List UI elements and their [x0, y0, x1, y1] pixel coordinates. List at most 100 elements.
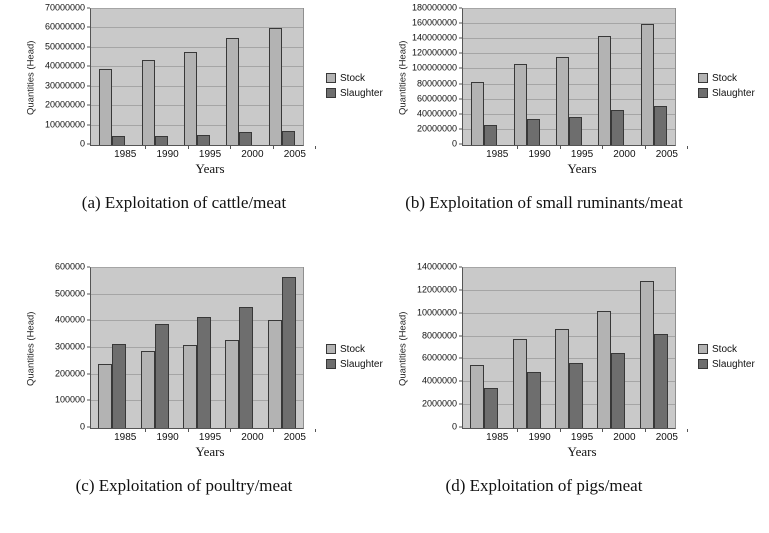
bar-group-1995 [176, 268, 218, 428]
x-axis-labels: 1985 1990 1995 2000 2005 [476, 146, 689, 160]
legend-item-stock: Stock [698, 344, 755, 355]
y-tick-label: 80000000 [410, 79, 462, 88]
bar-slaughter-1985 [112, 344, 127, 428]
legend-item-slaughter: Slaughter [326, 359, 383, 370]
y-tick-label: 180000000 [410, 3, 462, 13]
y-axis-ticks: 0 100000 200000 300000 400000 500000 600000 [38, 262, 90, 431]
y-tick-label: 70000000 [38, 3, 90, 13]
legend-label: Slaughter [340, 87, 383, 99]
y-tick-label: 160000000 [410, 18, 462, 28]
gridline [91, 27, 303, 29]
legend-label: Stock [712, 343, 738, 355]
x-tick-label: 2000 [231, 429, 275, 443]
bar-slaughter-2000 [611, 109, 625, 145]
x-tick-label: 2005 [274, 146, 317, 160]
bar-stock-2000 [225, 340, 240, 428]
x-tick-label: 1990 [146, 429, 190, 443]
bar-group-2000 [218, 268, 260, 428]
y-tick-label: 10000000 [38, 120, 90, 129]
plot-area [462, 8, 676, 146]
x-tick-label: 1985 [104, 429, 147, 443]
x-tick-label: 2000 [603, 146, 647, 160]
bar-stock-1985 [98, 364, 113, 428]
y-tick-label: 140000000 [410, 33, 462, 43]
gridline [463, 53, 675, 55]
bar-group-1990 [505, 268, 547, 428]
x-tick-label: 1995 [561, 429, 604, 443]
chart-pigs: Quantities (Head) 0 2000000 4000000 6000000… [396, 262, 755, 496]
gridline [91, 8, 303, 9]
bar-stock-1990 [513, 64, 527, 145]
x-tick-label: 1990 [146, 146, 190, 160]
y-tick-label: 60000000 [38, 22, 90, 32]
y-tick-label: 20000000 [38, 100, 90, 110]
x-tick-label: 1995 [189, 146, 232, 160]
x-axis-title: Years [567, 161, 597, 176]
y-tick-label: 200000 [38, 369, 90, 378]
y-axis-ticks: 0 20000000 40000000 60000000 80000000 1000000… [410, 3, 462, 148]
y-tick-label: 100000000 [410, 63, 462, 73]
bar-group-2000 [590, 268, 632, 428]
bar-group-2005 [261, 9, 303, 145]
bar-stock-1995 [555, 328, 570, 428]
bar-stock-2000 [226, 38, 240, 145]
chart-small-ruminants: Quantities (Head) 0 20000000 40000000 60000… [396, 3, 755, 213]
bar-slaughter-1990 [526, 372, 541, 428]
gridline [463, 267, 675, 268]
bar-group-2005 [633, 9, 675, 145]
chart-caption: (d) Exploitation of pigs/meat [445, 476, 643, 495]
x-tick-label: 2005 [646, 429, 689, 443]
x-axis-title: Years [567, 444, 597, 459]
bar-stock-1985 [471, 81, 485, 145]
bar-stock-2005 [268, 28, 282, 145]
charts-grid: Quantities (Head) 0 10000000 20000000 30000… [24, 3, 755, 496]
y-tick-label: 40000000 [410, 109, 462, 118]
bar-stock-2005 [639, 280, 654, 428]
bar-slaughter-2000 [611, 352, 626, 428]
y-tick-label: 400000 [38, 315, 90, 325]
gridline [91, 46, 303, 48]
bar-slaughter-1995 [569, 117, 583, 145]
legend-label: Stock [712, 72, 738, 84]
bar-stock-1995 [556, 56, 570, 145]
bar-group-1990 [133, 268, 175, 428]
bar-slaughter-1990 [526, 119, 540, 145]
x-tick-label: 1995 [561, 146, 604, 160]
y-axis-title: Quantities (Head) [397, 40, 409, 116]
gridline [91, 293, 303, 295]
bar-slaughter-1985 [112, 136, 126, 145]
stock-swatch-icon [326, 73, 336, 83]
slaughter-swatch-icon [698, 359, 708, 369]
bar-slaughter-2000 [239, 306, 254, 428]
legend: Stock Slaughter [698, 344, 755, 370]
x-tick-label: 1995 [189, 429, 232, 443]
slaughter-swatch-icon [326, 88, 336, 98]
x-tick-label: 1990 [518, 146, 562, 160]
chart-poultry: Quantities (Head) 0 100000 200000 300000 400… [24, 262, 396, 496]
bar-slaughter-2005 [281, 131, 295, 145]
bar-group-1990 [133, 9, 175, 145]
bar-slaughter-2005 [653, 334, 668, 428]
gridline [91, 267, 303, 268]
y-tick-label: 300000 [38, 342, 90, 352]
x-axis-labels: 1985 1990 1995 2000 2005 [104, 146, 317, 160]
bar-slaughter-1995 [197, 135, 211, 145]
y-tick-label: 60000000 [410, 94, 462, 103]
bar-slaughter-1990 [154, 136, 168, 145]
bar-group-1995 [548, 268, 590, 428]
legend-label: Stock [340, 343, 366, 355]
y-tick-label: 0 [410, 139, 462, 149]
bar-group-2000 [218, 9, 260, 145]
plot-area [462, 267, 676, 429]
gridline [463, 23, 675, 25]
chart-cattle: Quantities (Head) 0 10000000 20000000 30000… [24, 3, 396, 213]
stock-swatch-icon [698, 73, 708, 83]
gridline [463, 8, 675, 9]
bar-group-2005 [261, 268, 303, 428]
bar-group-1990 [505, 9, 547, 145]
legend-item-slaughter: Slaughter [698, 88, 755, 99]
chart-caption: (c) Exploitation of poultry/meat [75, 476, 293, 495]
bar-group-2000 [590, 9, 632, 145]
bar-stock-2000 [597, 311, 612, 428]
